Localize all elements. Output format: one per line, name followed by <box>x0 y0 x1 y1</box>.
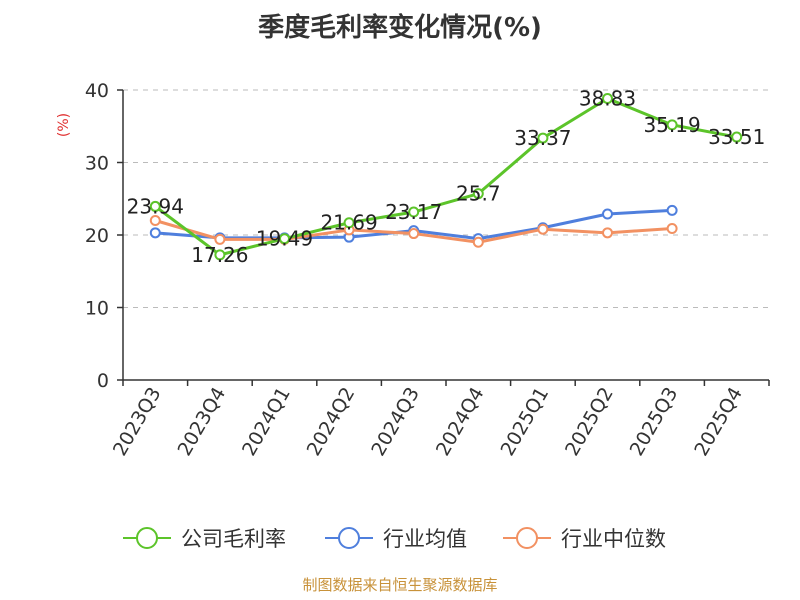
data-point <box>731 131 743 143</box>
x-tick-label: 2023Q3 <box>109 384 166 460</box>
legend-label: 行业中位数 <box>561 527 666 551</box>
x-tick-label: 2025Q2 <box>561 384 618 460</box>
source-note: 制图数据来自恒生聚源数据库 <box>302 576 497 594</box>
x-tick-label: 2024Q1 <box>238 384 295 460</box>
series-line <box>154 96 737 257</box>
x-tick-label: 2025Q1 <box>496 384 553 460</box>
data-labels: 23.94 17.26 19.49 21.69 23.17 25.7 33.37 38.83 3… <box>127 86 766 266</box>
y-tick-label: 0 <box>97 370 109 392</box>
legend-item: 公司毛利率 <box>123 527 286 551</box>
data-point <box>214 233 226 245</box>
data-point <box>279 233 290 245</box>
y-tick-label: 40 <box>85 80 109 102</box>
data-point <box>472 188 484 200</box>
data-point <box>666 222 678 234</box>
data-point <box>408 228 420 240</box>
y-axis-unit: (%) <box>56 113 72 137</box>
y-tick-label: 20 <box>85 225 109 247</box>
data-label: 35.19 <box>643 113 700 137</box>
data-label: 19.49 <box>256 227 313 251</box>
x-tick-label: 2024Q2 <box>303 384 360 460</box>
x-tick-label: 2024Q4 <box>432 384 489 460</box>
data-label: 21.69 <box>320 211 377 235</box>
y-tick-label: 30 <box>85 153 109 175</box>
data-point <box>149 227 161 239</box>
data-label: 17.26 <box>191 243 248 267</box>
data-label: 38.83 <box>579 86 636 110</box>
x-tick-label: 2024Q3 <box>367 384 424 460</box>
x-tick-label: 2023Q4 <box>173 384 230 460</box>
data-point <box>602 208 613 220</box>
legend-item: 行业均值 <box>325 527 467 551</box>
legend-label: 行业均值 <box>383 527 467 551</box>
legend-swatch-marker <box>338 527 360 549</box>
data-label: 23.94 <box>127 194 184 218</box>
data-point <box>408 206 420 218</box>
legend-swatch-marker <box>136 527 158 549</box>
data-point <box>214 249 226 261</box>
legend-label: 公司毛利率 <box>181 527 286 551</box>
data-point <box>666 204 678 216</box>
y-tick-label: 10 <box>85 298 109 320</box>
data-label: 33.51 <box>708 125 765 149</box>
legend: 公司毛利率 行业均值 行业中位数 <box>123 527 666 551</box>
data-label: 33.37 <box>514 126 571 150</box>
data-point <box>537 223 549 235</box>
data-label: 25.7 <box>456 182 501 206</box>
chart-title: 季度毛利率变化情况(%) <box>258 12 542 43</box>
data-point <box>149 200 161 212</box>
data-label: 23.17 <box>385 200 442 224</box>
legend-item: 行业中位数 <box>503 527 666 551</box>
data-point <box>343 217 355 229</box>
data-point <box>472 236 484 248</box>
data-point <box>537 132 549 144</box>
x-tick-label: 2025Q3 <box>626 384 683 460</box>
data-point <box>602 227 613 239</box>
x-tick-label: 2025Q4 <box>690 384 747 460</box>
data-point <box>149 215 161 226</box>
legend-swatch-marker <box>516 527 538 549</box>
series-lines <box>149 92 743 261</box>
data-point <box>666 119 678 131</box>
data-point <box>602 92 613 104</box>
